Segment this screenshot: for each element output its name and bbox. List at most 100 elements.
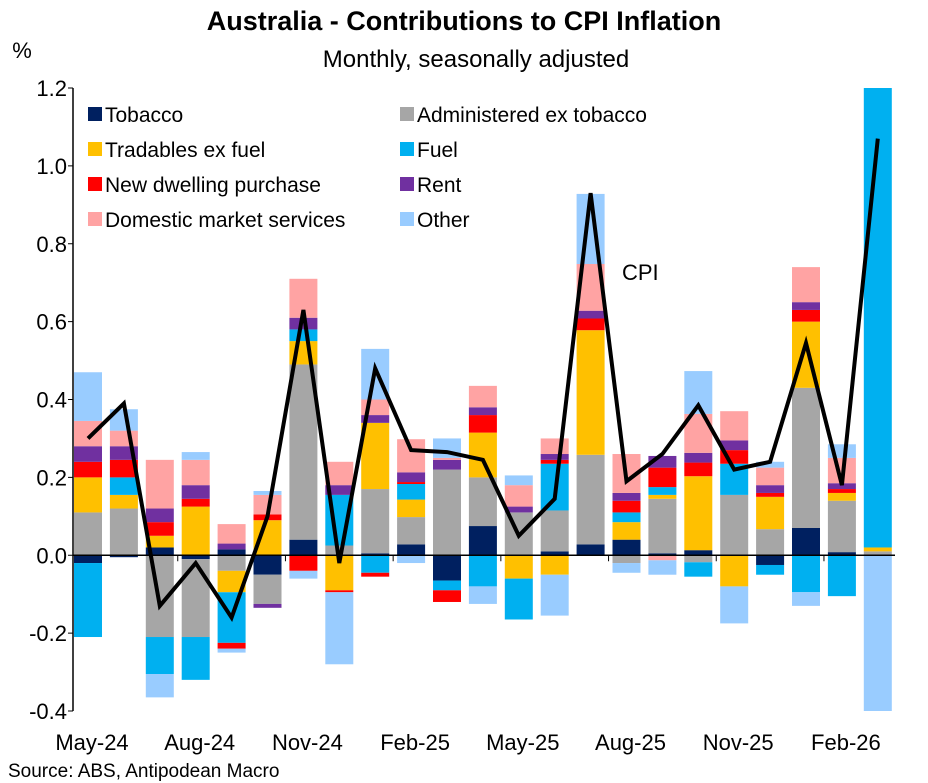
bar-domestic-market-services-mar-25 <box>433 457 461 460</box>
bar-fuel-may-24 <box>74 563 102 638</box>
bar-fuel-may-25 <box>504 578 533 620</box>
x-tick-label: Nov-25 <box>703 730 774 755</box>
bar-tradables-ex-fuel-jun-24 <box>109 494 138 509</box>
x-tick-label: May-24 <box>55 730 128 755</box>
bar-rent-jul-24 <box>145 508 174 523</box>
bar-rent-may-25 <box>504 506 533 513</box>
bar-domestic-market-services-dec-25 <box>756 467 785 486</box>
bar-administered-ex-tobacco-dec-25 <box>756 529 785 556</box>
y-axis-label: % <box>12 38 32 63</box>
chart-subtitle: Monthly, seasonally adjusted <box>323 46 629 73</box>
bar-tobacco-jul-24 <box>145 547 174 556</box>
bar-tradables-ex-fuel-aug-25 <box>612 522 641 540</box>
bar-domestic-market-services-jan-26 <box>792 267 820 303</box>
bar-new-dwelling-purchase-feb-25 <box>397 482 426 484</box>
bar-tobacco-jun-24 <box>109 555 138 558</box>
bar-tradables-ex-fuel-sep-25 <box>648 494 677 499</box>
bar-other-jul-24 <box>145 674 174 698</box>
bar-administered-ex-tobacco-mar-26 <box>863 551 892 556</box>
y-tick-label: -0.4 <box>29 699 67 724</box>
bar-administered-ex-tobacco-jul-25 <box>576 454 605 545</box>
bar-tobacco-aug-24 <box>181 555 210 560</box>
bar-fuel-feb-26 <box>827 555 856 597</box>
bar-rent-oct-24 <box>253 603 282 608</box>
legend-label-administered-ex-tobacco: Administered ex tobacco <box>417 104 647 127</box>
bar-tobacco-sep-24 <box>217 549 246 556</box>
bar-administered-ex-tobacco-aug-24 <box>181 559 210 638</box>
bar-domestic-market-services-may-24 <box>74 420 102 447</box>
bar-rent-may-24 <box>74 446 102 462</box>
bar-other-jun-24 <box>109 409 138 431</box>
bar-new-dwelling-purchase-dec-25 <box>756 492 785 497</box>
bar-other-jan-26 <box>792 592 820 606</box>
bar-domestic-market-services-feb-25 <box>397 439 426 473</box>
bar-other-mar-26 <box>863 555 892 711</box>
x-tick-label: Aug-25 <box>595 730 666 755</box>
bar-tradables-ex-fuel-aug-24 <box>181 506 210 556</box>
bar-fuel-oct-25 <box>684 562 713 577</box>
source-note: Source: ABS, Antipodean Macro <box>8 761 279 782</box>
bar-rent-feb-26 <box>827 483 856 490</box>
bar-new-dwelling-purchase-jan-26 <box>792 309 820 322</box>
bar-tradables-ex-fuel-dec-25 <box>756 496 785 530</box>
bar-tobacco-oct-24 <box>253 555 282 575</box>
cpi-line <box>86 138 880 623</box>
bar-tobacco-sep-25 <box>648 553 677 556</box>
bar-tradables-ex-fuel-feb-25 <box>397 499 426 518</box>
bar-administered-ex-tobacco-jan-25 <box>361 489 390 554</box>
legend-label-tradables-ex-fuel: Tradables ex fuel <box>105 139 265 162</box>
bar-domestic-market-services-aug-24 <box>181 459 210 486</box>
bar-new-dwelling-purchase-apr-25 <box>468 415 497 433</box>
bar-other-jun-25 <box>540 574 569 616</box>
bar-tobacco-mar-25 <box>433 555 461 581</box>
bar-administered-ex-tobacco-jun-25 <box>540 510 569 552</box>
legend-swatch-domestic-market-services <box>88 212 102 226</box>
bar-administered-ex-tobacco-feb-25 <box>397 517 426 545</box>
bar-domestic-market-services-sep-24 <box>217 524 246 544</box>
bar-fuel-jan-25 <box>361 555 390 573</box>
bar-tobacco-jul-25 <box>576 544 605 556</box>
bar-fuel-jan-26 <box>792 555 820 593</box>
legend-swatch-rent <box>400 177 414 191</box>
bar-administered-ex-tobacco-jun-24 <box>109 508 138 556</box>
bar-rent-dec-25 <box>756 485 785 493</box>
bar-new-dwelling-purchase-oct-25 <box>684 462 713 477</box>
legend-swatch-tradables-ex-fuel <box>88 142 102 156</box>
bar-tobacco-jan-26 <box>792 527 820 556</box>
bar-new-dwelling-purchase-may-24 <box>74 461 102 478</box>
bar-other-aug-25 <box>612 563 641 573</box>
bar-fuel-mar-26 <box>863 88 892 548</box>
bar-new-dwelling-purchase-jan-25 <box>361 572 390 577</box>
bar-rent-sep-24 <box>217 543 246 550</box>
bar-rent-dec-24 <box>325 485 354 495</box>
legend: Tobacco Administered ex tobacco Tradables … <box>88 104 647 232</box>
cpi-line-layer <box>86 138 880 623</box>
bar-fuel-sep-25 <box>648 487 677 495</box>
bar-fuel-jun-24 <box>109 477 138 495</box>
bar-other-dec-24 <box>325 592 354 665</box>
bar-domestic-market-services-nov-25 <box>720 411 749 441</box>
bar-tobacco-feb-25 <box>397 544 426 556</box>
bar-rent-sep-25 <box>648 455 677 468</box>
bar-tradables-ex-fuel-mar-26 <box>863 547 892 552</box>
bar-administered-ex-tobacco-jan-26 <box>792 387 820 528</box>
legend-label-rent: Rent <box>417 174 462 197</box>
bar-rent-apr-25 <box>468 407 497 416</box>
bar-tradables-ex-fuel-nov-25 <box>720 555 749 587</box>
bar-other-may-24 <box>74 372 102 421</box>
bar-rent-jun-25 <box>540 454 569 460</box>
bar-tobacco-feb-26 <box>827 552 856 556</box>
bar-administered-ex-tobacco-sep-25 <box>648 498 677 554</box>
bar-rent-jan-26 <box>792 302 820 310</box>
legend-label-domestic-market-services: Domestic market services <box>105 209 345 232</box>
bar-administered-ex-tobacco-feb-26 <box>827 500 856 553</box>
bar-tradables-ex-fuel-sep-24 <box>217 570 246 593</box>
bar-domestic-market-services-oct-24 <box>253 494 282 515</box>
bar-domestic-market-services-jun-24 <box>109 430 138 447</box>
bar-fuel-feb-25 <box>397 483 426 500</box>
bar-tobacco-apr-25 <box>468 526 497 556</box>
legend-swatch-tobacco <box>88 107 102 121</box>
bar-rent-feb-25 <box>397 472 426 483</box>
bar-tradables-ex-fuel-jul-24 <box>145 535 174 548</box>
